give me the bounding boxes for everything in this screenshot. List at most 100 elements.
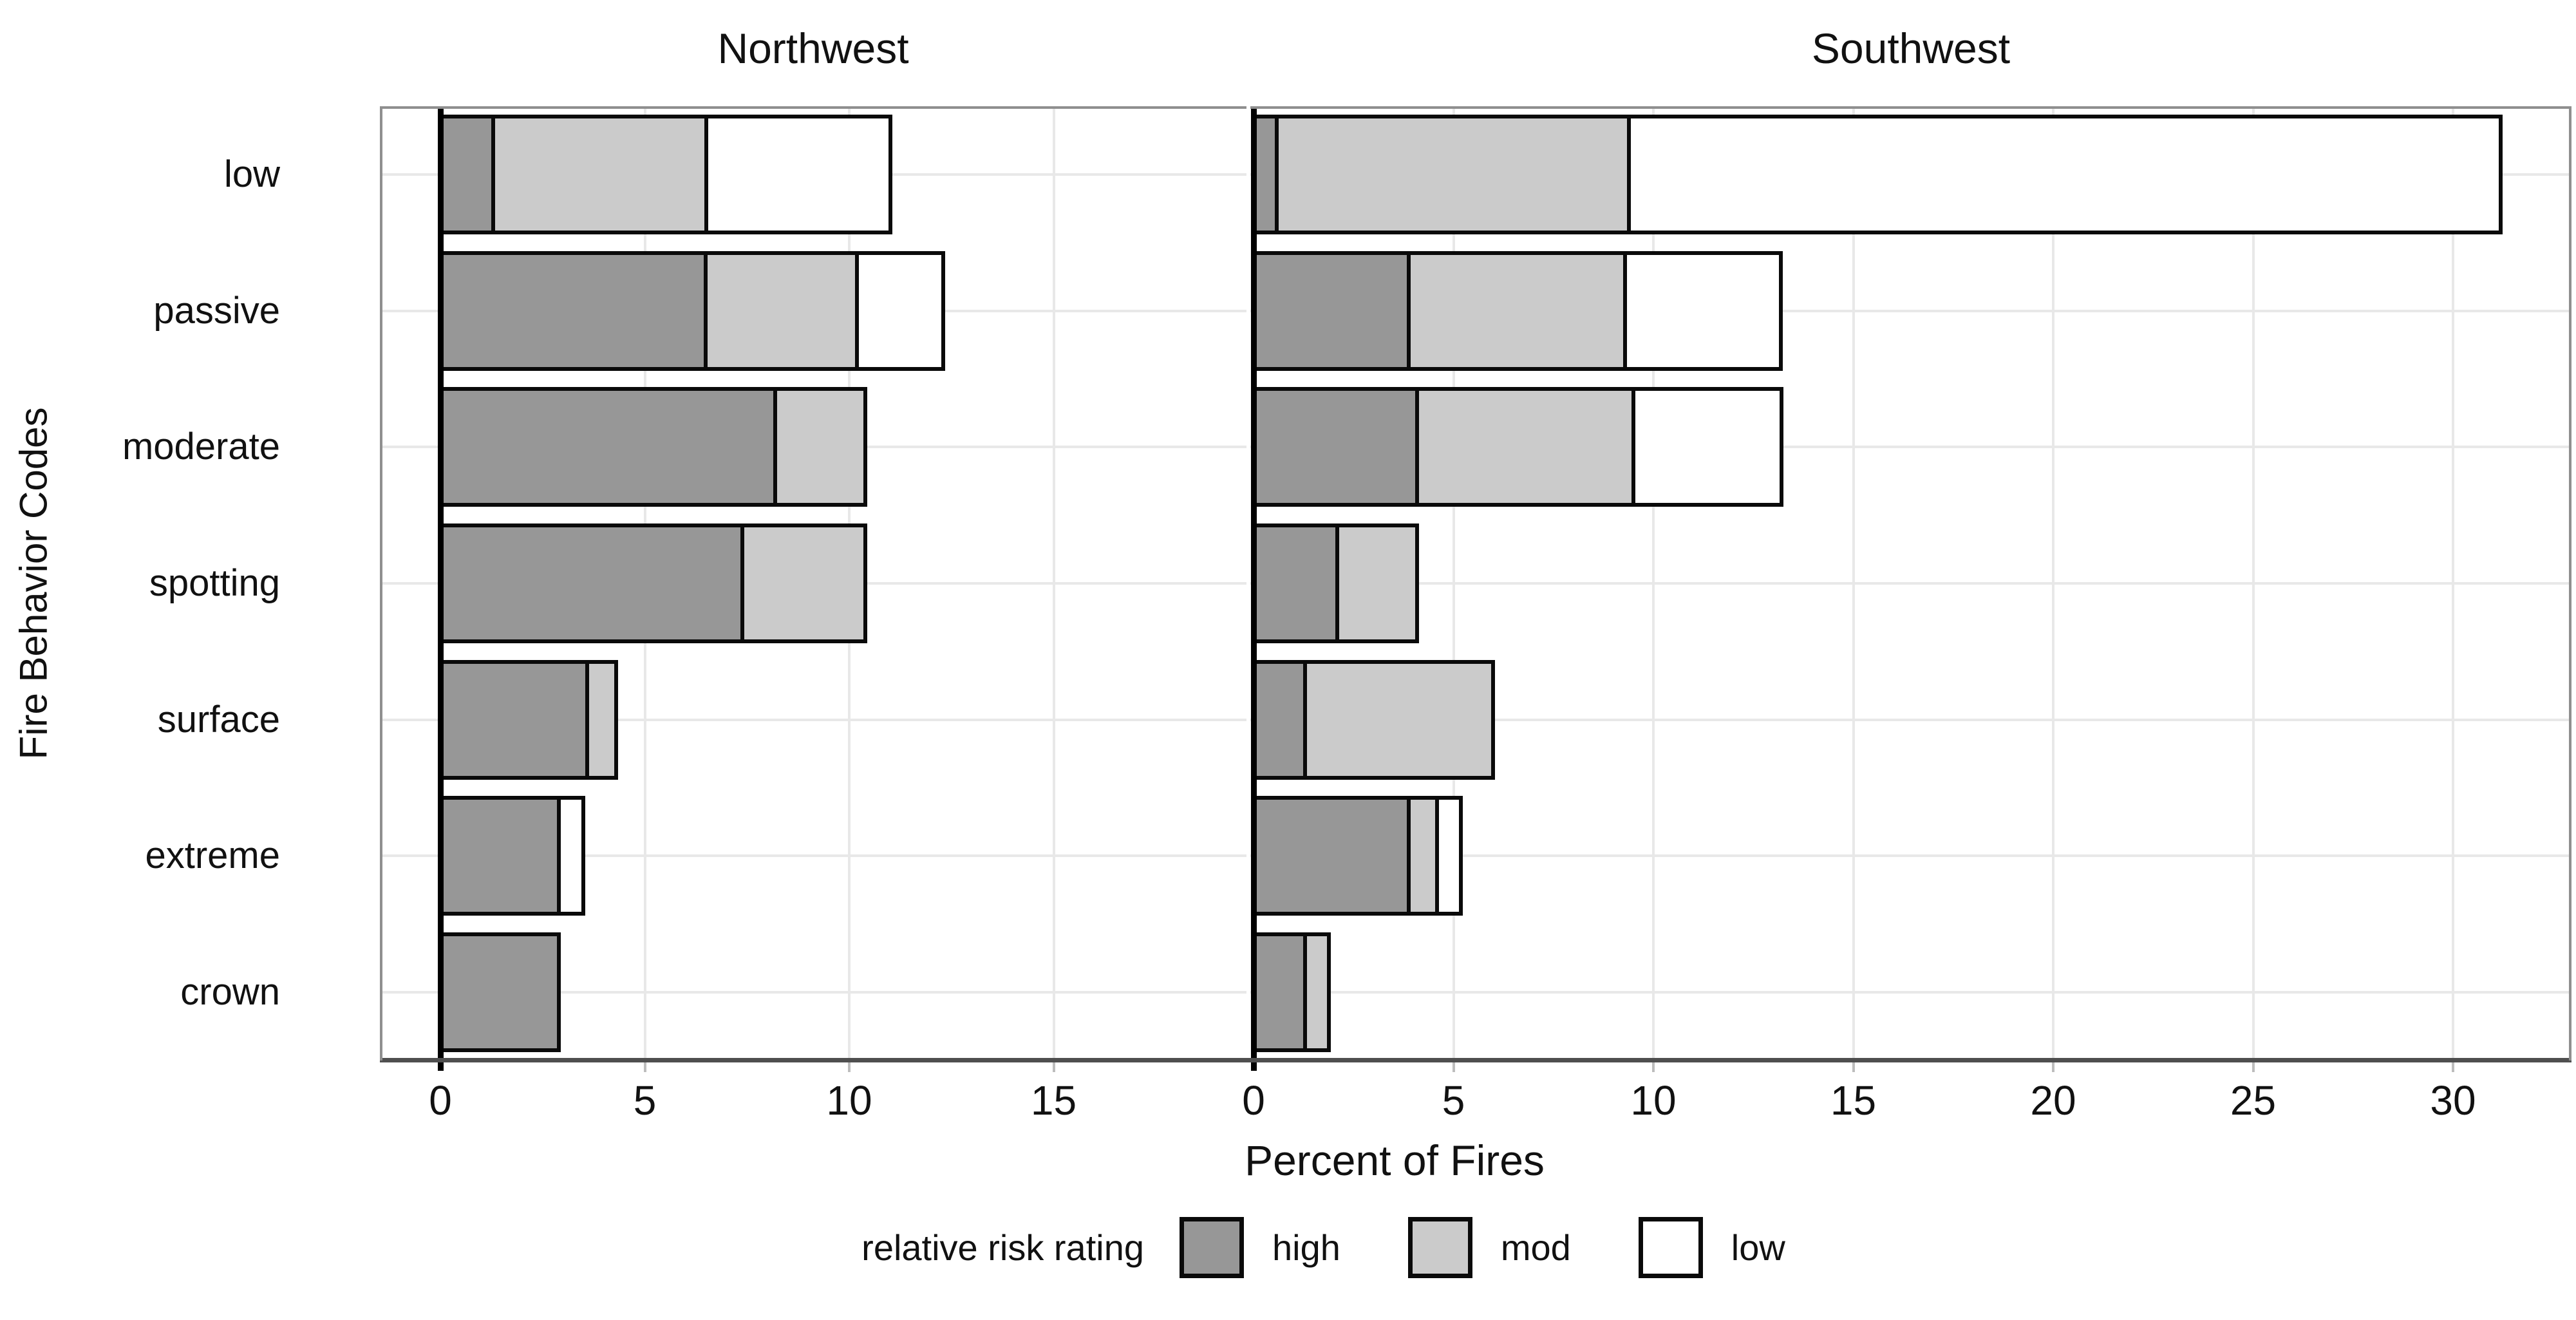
bar-northwest-low: [438, 114, 892, 234]
gridline-y: [1250, 718, 2571, 721]
facet-panel-northwest: 0 5 10 15: [380, 106, 1246, 1124]
x-tick-mark: [848, 1061, 851, 1072]
bar-segment-high: [438, 796, 561, 916]
x-tick-label: 20: [2030, 1077, 2076, 1124]
bar-southwest-crown: [1251, 932, 1331, 1053]
gridline-y: [1250, 446, 2571, 449]
legend-swatch-mod: [1407, 1216, 1472, 1278]
bar-northwest-extreme: [438, 796, 585, 916]
bar-segment-mod: [1275, 114, 1631, 234]
bar-segment-mod: [773, 387, 867, 507]
x-tick-mark: [643, 1061, 646, 1072]
gridline-y: [1250, 309, 2571, 312]
bar-northwest-moderate: [438, 387, 867, 507]
gridline-x: [2252, 106, 2255, 1061]
category-label-moderate: moderate: [122, 426, 280, 468]
bar-segment-mod: [704, 250, 859, 371]
gridline-y: [380, 718, 1246, 721]
gridline-x: [1452, 106, 1455, 1061]
bar-southwest-low: [1251, 114, 2503, 234]
bar-segment-high: [1251, 932, 1307, 1053]
category-label-passive: passive: [153, 289, 280, 332]
bar-segment-high: [438, 932, 561, 1053]
bar-segment-low: [704, 114, 892, 234]
facet-panel-southwest: 0 5 10 15 20 25 30: [1242, 106, 2571, 1124]
gridline-y: [1250, 582, 2571, 585]
zero-axis-line: [1251, 106, 1257, 1071]
bar-southwest-surface: [1251, 659, 1495, 780]
category-label-crown: crown: [180, 971, 280, 1014]
bar-northwest-passive: [438, 250, 945, 371]
bar-segment-mod: [491, 114, 708, 234]
facet-title-southwest: Southwest: [1811, 24, 2011, 72]
legend-item-low: low: [1638, 1216, 1785, 1278]
x-tick-mark: [1052, 1061, 1055, 1072]
bar-southwest-passive: [1251, 250, 1783, 371]
bar-segment-mod: [1407, 796, 1439, 916]
bar-segment-mod: [585, 659, 618, 780]
x-tick-label: 5: [633, 1077, 657, 1124]
legend-item-mod: mod: [1407, 1216, 1571, 1278]
bar-segment-high: [1251, 523, 1339, 643]
gridline-y: [1250, 854, 2571, 858]
category-label-low: low: [223, 153, 280, 195]
gridline-x: [1852, 106, 1855, 1061]
bar-southwest-spotting: [1251, 523, 1419, 643]
x-tick-mark: [1852, 1061, 1855, 1072]
x-tick-label: 15: [1830, 1077, 1877, 1124]
bar-segment-low: [1631, 387, 1783, 507]
bar-southwest-extreme: [1251, 796, 1463, 916]
x-tick-label: 5: [1442, 1077, 1465, 1124]
gridline-x: [1652, 106, 1655, 1061]
gridline-x: [1052, 106, 1055, 1061]
bar-segment-mod: [1407, 250, 1627, 371]
bar-segment-high: [438, 250, 708, 371]
bar-northwest-crown: [438, 932, 561, 1053]
bar-segment-low: [855, 250, 945, 371]
gridline-y: [1250, 991, 2571, 994]
x-tick-label: 0: [429, 1077, 452, 1124]
bar-segment-low: [1435, 796, 1463, 916]
bar-segment-high: [1251, 387, 1419, 507]
facet-title-northwest: Northwest: [717, 24, 909, 72]
category-label-surface: surface: [157, 698, 280, 740]
bar-southwest-moderate: [1251, 387, 1783, 507]
bar-segment-mod: [1303, 659, 1495, 780]
category-label-extreme: extreme: [145, 834, 280, 877]
gridline-y: [380, 991, 1246, 994]
zero-axis-line: [438, 106, 444, 1071]
legend-label-mod: mod: [1500, 1227, 1571, 1268]
legend-swatch-low: [1638, 1216, 1703, 1278]
x-axis-title: Percent of Fires: [1245, 1136, 1545, 1184]
bar-segment-high: [438, 659, 589, 780]
legend: relative risk rating high mod low: [35, 1212, 2576, 1283]
category-label-spotting: spotting: [149, 562, 280, 604]
gridline-x: [2452, 106, 2454, 1061]
bar-northwest-surface: [438, 659, 618, 780]
x-tick-mark: [2252, 1061, 2255, 1072]
bar-segment-high: [438, 114, 495, 234]
bar-segment-high: [438, 387, 777, 507]
bar-northwest-spotting: [438, 523, 867, 643]
bar-segment-low: [1627, 114, 2503, 234]
x-tick-mark: [1452, 1061, 1455, 1072]
gridline-x: [2052, 106, 2054, 1061]
bar-segment-low: [1623, 250, 1783, 371]
legend-swatch-high: [1179, 1216, 1244, 1278]
x-tick-mark: [2452, 1061, 2454, 1072]
x-tick-mark: [1652, 1061, 1655, 1072]
x-tick-label: 0: [1242, 1077, 1265, 1124]
x-tick-label: 30: [2430, 1077, 2476, 1124]
legend-label-low: low: [1731, 1227, 1785, 1268]
x-axis-line: [380, 1058, 2571, 1062]
x-tick-label: 15: [1030, 1077, 1077, 1124]
x-tick-label: 10: [826, 1077, 872, 1124]
x-tick-label: 25: [2230, 1077, 2277, 1124]
bar-segment-high: [1251, 250, 1411, 371]
bar-segment-mod: [740, 523, 867, 643]
bar-segment-high: [1251, 796, 1411, 916]
legend-item-high: high: [1179, 1216, 1340, 1278]
bar-segment-mod: [1415, 387, 1635, 507]
gridline-y: [380, 854, 1246, 858]
